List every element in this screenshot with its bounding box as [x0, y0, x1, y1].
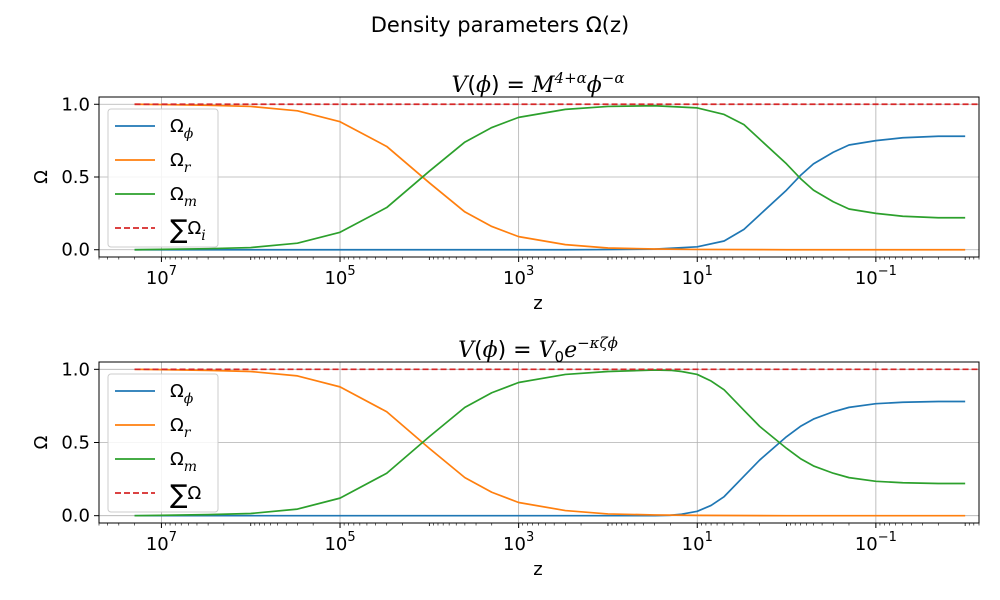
subplot-2-ytick-label: 0.0: [61, 506, 90, 527]
subplot-2-xtick-label: 10−1: [855, 530, 897, 555]
subplot-1-series-line-2: [134, 104, 966, 251]
figure-suptitle: Density parameters Ω(z): [371, 13, 629, 37]
subplot-2-axes: 107 105 103 101 10−1 0.0 0.5 1.0 z Ω Ωϕ Ωr Ωm ∑Ω: [31, 359, 980, 580]
subplot-1-axes: 107 105 103 101 10−1 0.0 0.5 1.0 z Ω Ωϕ Ωr Ωm ∑Ωi: [31, 94, 980, 314]
subplot-2-legend: [107, 373, 219, 513]
subplot-2-title: V(ϕ) = V0e−κζϕ: [458, 334, 618, 366]
subplot-1-series-line-0: [134, 135, 966, 251]
subplot-1-ytick-label: 0.0: [61, 240, 90, 261]
subplot-1-legend-label-1: Ωr: [170, 150, 192, 176]
subplot-2-ytick-label: 1.0: [61, 359, 90, 380]
subplot-1-ylabel: Ω: [31, 170, 52, 184]
subplot-2-legend-label-3: ∑Ω: [170, 480, 202, 510]
subplot-2-ylabel: Ω: [31, 435, 52, 449]
subplot-1-series-line-1: [134, 103, 966, 251]
subplot-2-xtick-label: 103: [503, 530, 534, 555]
subplot-1-xtick-label: 107: [146, 264, 177, 289]
subplot-1-ytick-label: 1.0: [61, 94, 90, 115]
subplot-1-legend-label-3: ∑Ωi: [170, 215, 206, 245]
subplot-2-xlabel: z: [533, 559, 542, 580]
subplot-2-legend-label-2: Ωm: [170, 449, 197, 475]
subplot-2-series-line-2: [134, 369, 966, 517]
subplot-1-legend-label-2: Ωm: [170, 184, 197, 210]
subplot-2-legend-label-0: Ωϕ: [170, 381, 194, 407]
subplot-1-xtick-label: 101: [682, 264, 713, 289]
subplot-1-ytick-label: 0.5: [61, 167, 90, 188]
subplot-2-legend-label-1: Ωr: [170, 415, 192, 441]
subplot-1-legend: [107, 108, 219, 248]
subplot-2-ytick-label: 0.5: [61, 433, 90, 454]
subplot-1-xtick-label: 10−1: [855, 264, 897, 289]
subplot-1-xtick-label: 105: [324, 264, 355, 289]
subplot-2-series-line-1: [134, 368, 966, 517]
subplot-1-title: V(ϕ) = M4+αϕ−α: [452, 69, 625, 98]
subplot-1-legend-label-0: Ωϕ: [170, 116, 194, 142]
subplot-1-xtick-label: 103: [503, 264, 534, 289]
subplot-2-series-line-0: [134, 400, 966, 517]
subplot-1-xlabel: z: [533, 293, 542, 314]
subplot-2-xtick-label: 105: [324, 530, 355, 555]
subplot-2-xtick-label: 107: [146, 530, 177, 555]
subplot-2-xtick-label: 101: [682, 530, 713, 555]
